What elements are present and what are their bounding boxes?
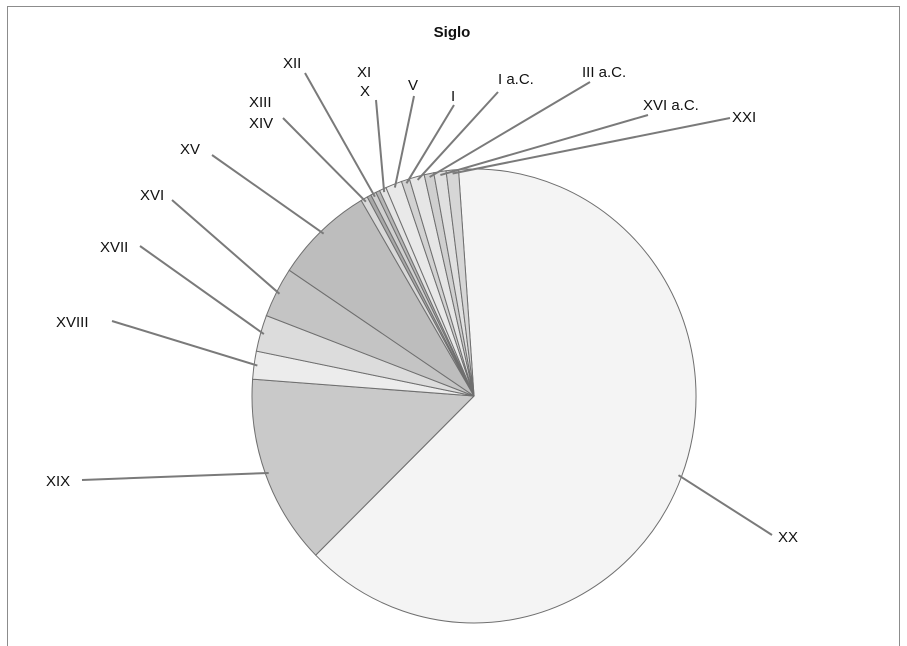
slice-label: XV (180, 141, 200, 158)
leader-line (375, 99, 386, 193)
leader-line (211, 154, 325, 235)
chart-title: Siglo (434, 24, 471, 41)
slice-label: XVI (140, 187, 164, 204)
leader-line (677, 474, 773, 536)
chart-frame (7, 6, 900, 646)
leader-line (111, 320, 258, 367)
leader-line (171, 199, 281, 295)
leader-line (81, 471, 269, 481)
pie-slices (251, 168, 697, 624)
leader-line (304, 72, 376, 198)
slice-label: I a.C. (498, 71, 534, 88)
leader-line (282, 117, 367, 203)
leader-line (440, 114, 649, 177)
slice-label: XI (357, 64, 371, 81)
slice-label: I (451, 88, 455, 105)
leader-line (393, 95, 415, 188)
slice-label: XIII (249, 94, 272, 111)
leader-line (416, 91, 499, 181)
slice-label: XVII (100, 239, 128, 256)
slice-label: III a.C. (582, 64, 626, 81)
slice-label: XX (778, 529, 798, 546)
slice-label: XIX (46, 473, 70, 490)
pie-slice-xix (251, 378, 476, 556)
leader-line (139, 245, 265, 335)
slice-label: V (408, 77, 418, 94)
leader-line (452, 117, 731, 175)
leader-line (429, 81, 591, 178)
slice-label: XXI (732, 109, 756, 126)
slice-label: XVIII (56, 314, 89, 331)
slice-label: XVI a.C. (643, 97, 699, 114)
slice-label: XII (283, 55, 301, 72)
slice-label: XIV (249, 115, 273, 132)
leader-line (405, 104, 455, 184)
leader-lines (81, 72, 773, 536)
slice-label: X (360, 83, 370, 100)
